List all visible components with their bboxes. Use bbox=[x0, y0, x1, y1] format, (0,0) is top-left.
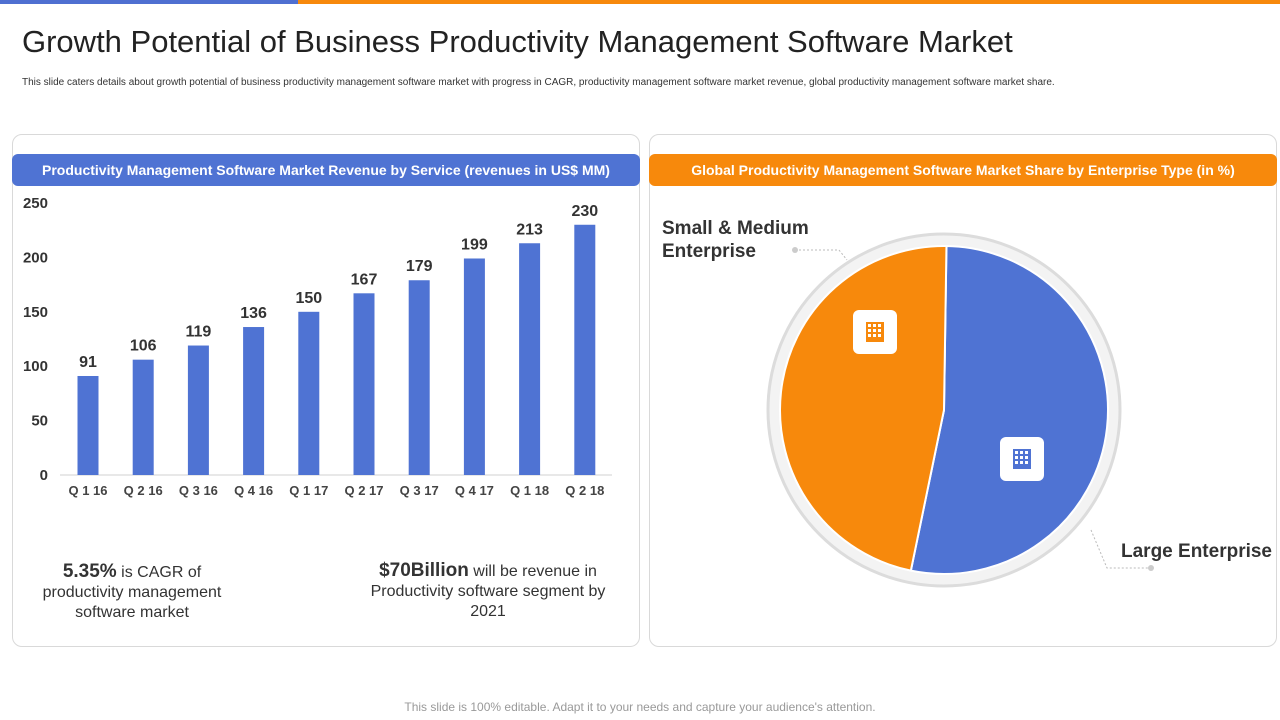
bar bbox=[574, 224, 596, 475]
large-leader-dot bbox=[1148, 565, 1154, 571]
bar bbox=[519, 243, 541, 475]
x-tick-label: Q 2 18 bbox=[565, 483, 604, 498]
y-tick-label: 100 bbox=[23, 358, 48, 375]
bar bbox=[187, 345, 209, 475]
x-tick-label: Q 2 16 bbox=[124, 483, 163, 498]
x-tick-label: Q 3 16 bbox=[179, 483, 218, 498]
cagr-stat: 5.35% is CAGR of productivity management… bbox=[22, 562, 242, 623]
icon-window bbox=[873, 334, 876, 337]
icon-window bbox=[1015, 456, 1018, 459]
footer-note: This slide is 100% editable. Adapt it to… bbox=[404, 700, 876, 714]
icon-window bbox=[868, 324, 871, 327]
sme-leader-dot bbox=[792, 247, 798, 253]
x-tick-label: Q 3 17 bbox=[400, 483, 439, 498]
bar bbox=[463, 258, 485, 475]
top-accent-blue bbox=[0, 0, 298, 4]
pie-label-large: Large Enterprise bbox=[1121, 541, 1272, 562]
icon-window bbox=[1015, 451, 1018, 454]
icon-window bbox=[868, 334, 871, 337]
bar bbox=[243, 327, 265, 475]
top-accent-orange bbox=[298, 0, 1280, 4]
x-tick-label: Q 1 18 bbox=[510, 483, 549, 498]
bar-value-label: 199 bbox=[461, 236, 488, 253]
bar bbox=[77, 375, 99, 475]
revenue-stat: $70Billion will be revenue in Productivi… bbox=[368, 561, 608, 622]
top-accent-bar bbox=[0, 0, 1280, 4]
pie-slice bbox=[909, 245, 1109, 575]
bar bbox=[408, 280, 430, 475]
bar-value-label: 106 bbox=[130, 338, 157, 355]
pie-slice bbox=[779, 245, 948, 572]
bar bbox=[298, 311, 320, 475]
icon-window bbox=[1020, 451, 1023, 454]
bar-value-label: 150 bbox=[295, 290, 322, 307]
page-subtitle: This slide caters details about growth p… bbox=[22, 77, 1055, 88]
pie-label-sme: Small & Medium Enterprise bbox=[662, 217, 809, 263]
pie-label-sme-line2: Enterprise bbox=[662, 241, 756, 262]
page-title: Growth Potential of Business Productivit… bbox=[22, 24, 1013, 59]
x-tick-label: Q 2 17 bbox=[344, 483, 383, 498]
x-tick-label: Q 1 16 bbox=[68, 483, 107, 498]
y-tick-label: 0 bbox=[40, 467, 48, 484]
icon-window bbox=[1020, 456, 1023, 459]
y-tick-label: 200 bbox=[23, 249, 48, 266]
bar bbox=[132, 359, 154, 475]
bar-value-label: 179 bbox=[406, 258, 433, 275]
revenue-chart-heading: Productivity Management Software Market … bbox=[12, 154, 640, 186]
icon-window bbox=[878, 324, 881, 327]
revenue-value: $70Billion bbox=[379, 560, 469, 581]
market-share-pie-chart bbox=[766, 232, 1154, 588]
icon-window bbox=[878, 334, 881, 337]
icon-window bbox=[1020, 461, 1023, 464]
revenue-text: will be revenue in Productivity software… bbox=[370, 563, 606, 620]
cagr-text: is CAGR of productivity management softw… bbox=[42, 564, 222, 621]
bar-value-label: 230 bbox=[571, 203, 598, 220]
icon-window bbox=[1015, 461, 1018, 464]
icon-window bbox=[873, 329, 876, 332]
icon-window bbox=[868, 329, 871, 332]
icon-window bbox=[1025, 461, 1028, 464]
revenue-bar-chart: 0 50 100 150 200 250 91 Q 1 16 106 Q 2 16 119 Q 3 1… bbox=[23, 195, 612, 498]
large-leader-line bbox=[1090, 529, 1151, 569]
cagr-value: 5.35% bbox=[62, 561, 117, 582]
x-tick-label: Q 4 17 bbox=[455, 483, 494, 498]
bar-value-label: 119 bbox=[185, 324, 211, 341]
y-tick-label: 50 bbox=[31, 413, 48, 430]
market-share-chart-heading: Global Productivity Management Software … bbox=[649, 154, 1277, 186]
icon-window bbox=[873, 324, 876, 327]
bar-value-label: 167 bbox=[351, 271, 378, 288]
icon-window bbox=[1025, 451, 1028, 454]
sme-leader-line bbox=[795, 249, 848, 261]
building-icon bbox=[853, 310, 897, 354]
icon-window bbox=[1025, 456, 1028, 459]
bar bbox=[353, 293, 375, 475]
x-tick-label: Q 4 16 bbox=[234, 483, 273, 498]
bar-value-label: 213 bbox=[516, 221, 543, 238]
bar-value-label: 136 bbox=[240, 305, 267, 322]
x-tick-label: Q 1 17 bbox=[289, 483, 328, 498]
y-tick-label: 150 bbox=[23, 304, 48, 321]
office-buildings-icon bbox=[1000, 437, 1044, 481]
y-tick-label: 250 bbox=[23, 195, 48, 212]
bar-value-label: 91 bbox=[79, 354, 97, 371]
pie-label-sme-line1: Small & Medium bbox=[662, 218, 809, 239]
icon-window bbox=[878, 329, 881, 332]
